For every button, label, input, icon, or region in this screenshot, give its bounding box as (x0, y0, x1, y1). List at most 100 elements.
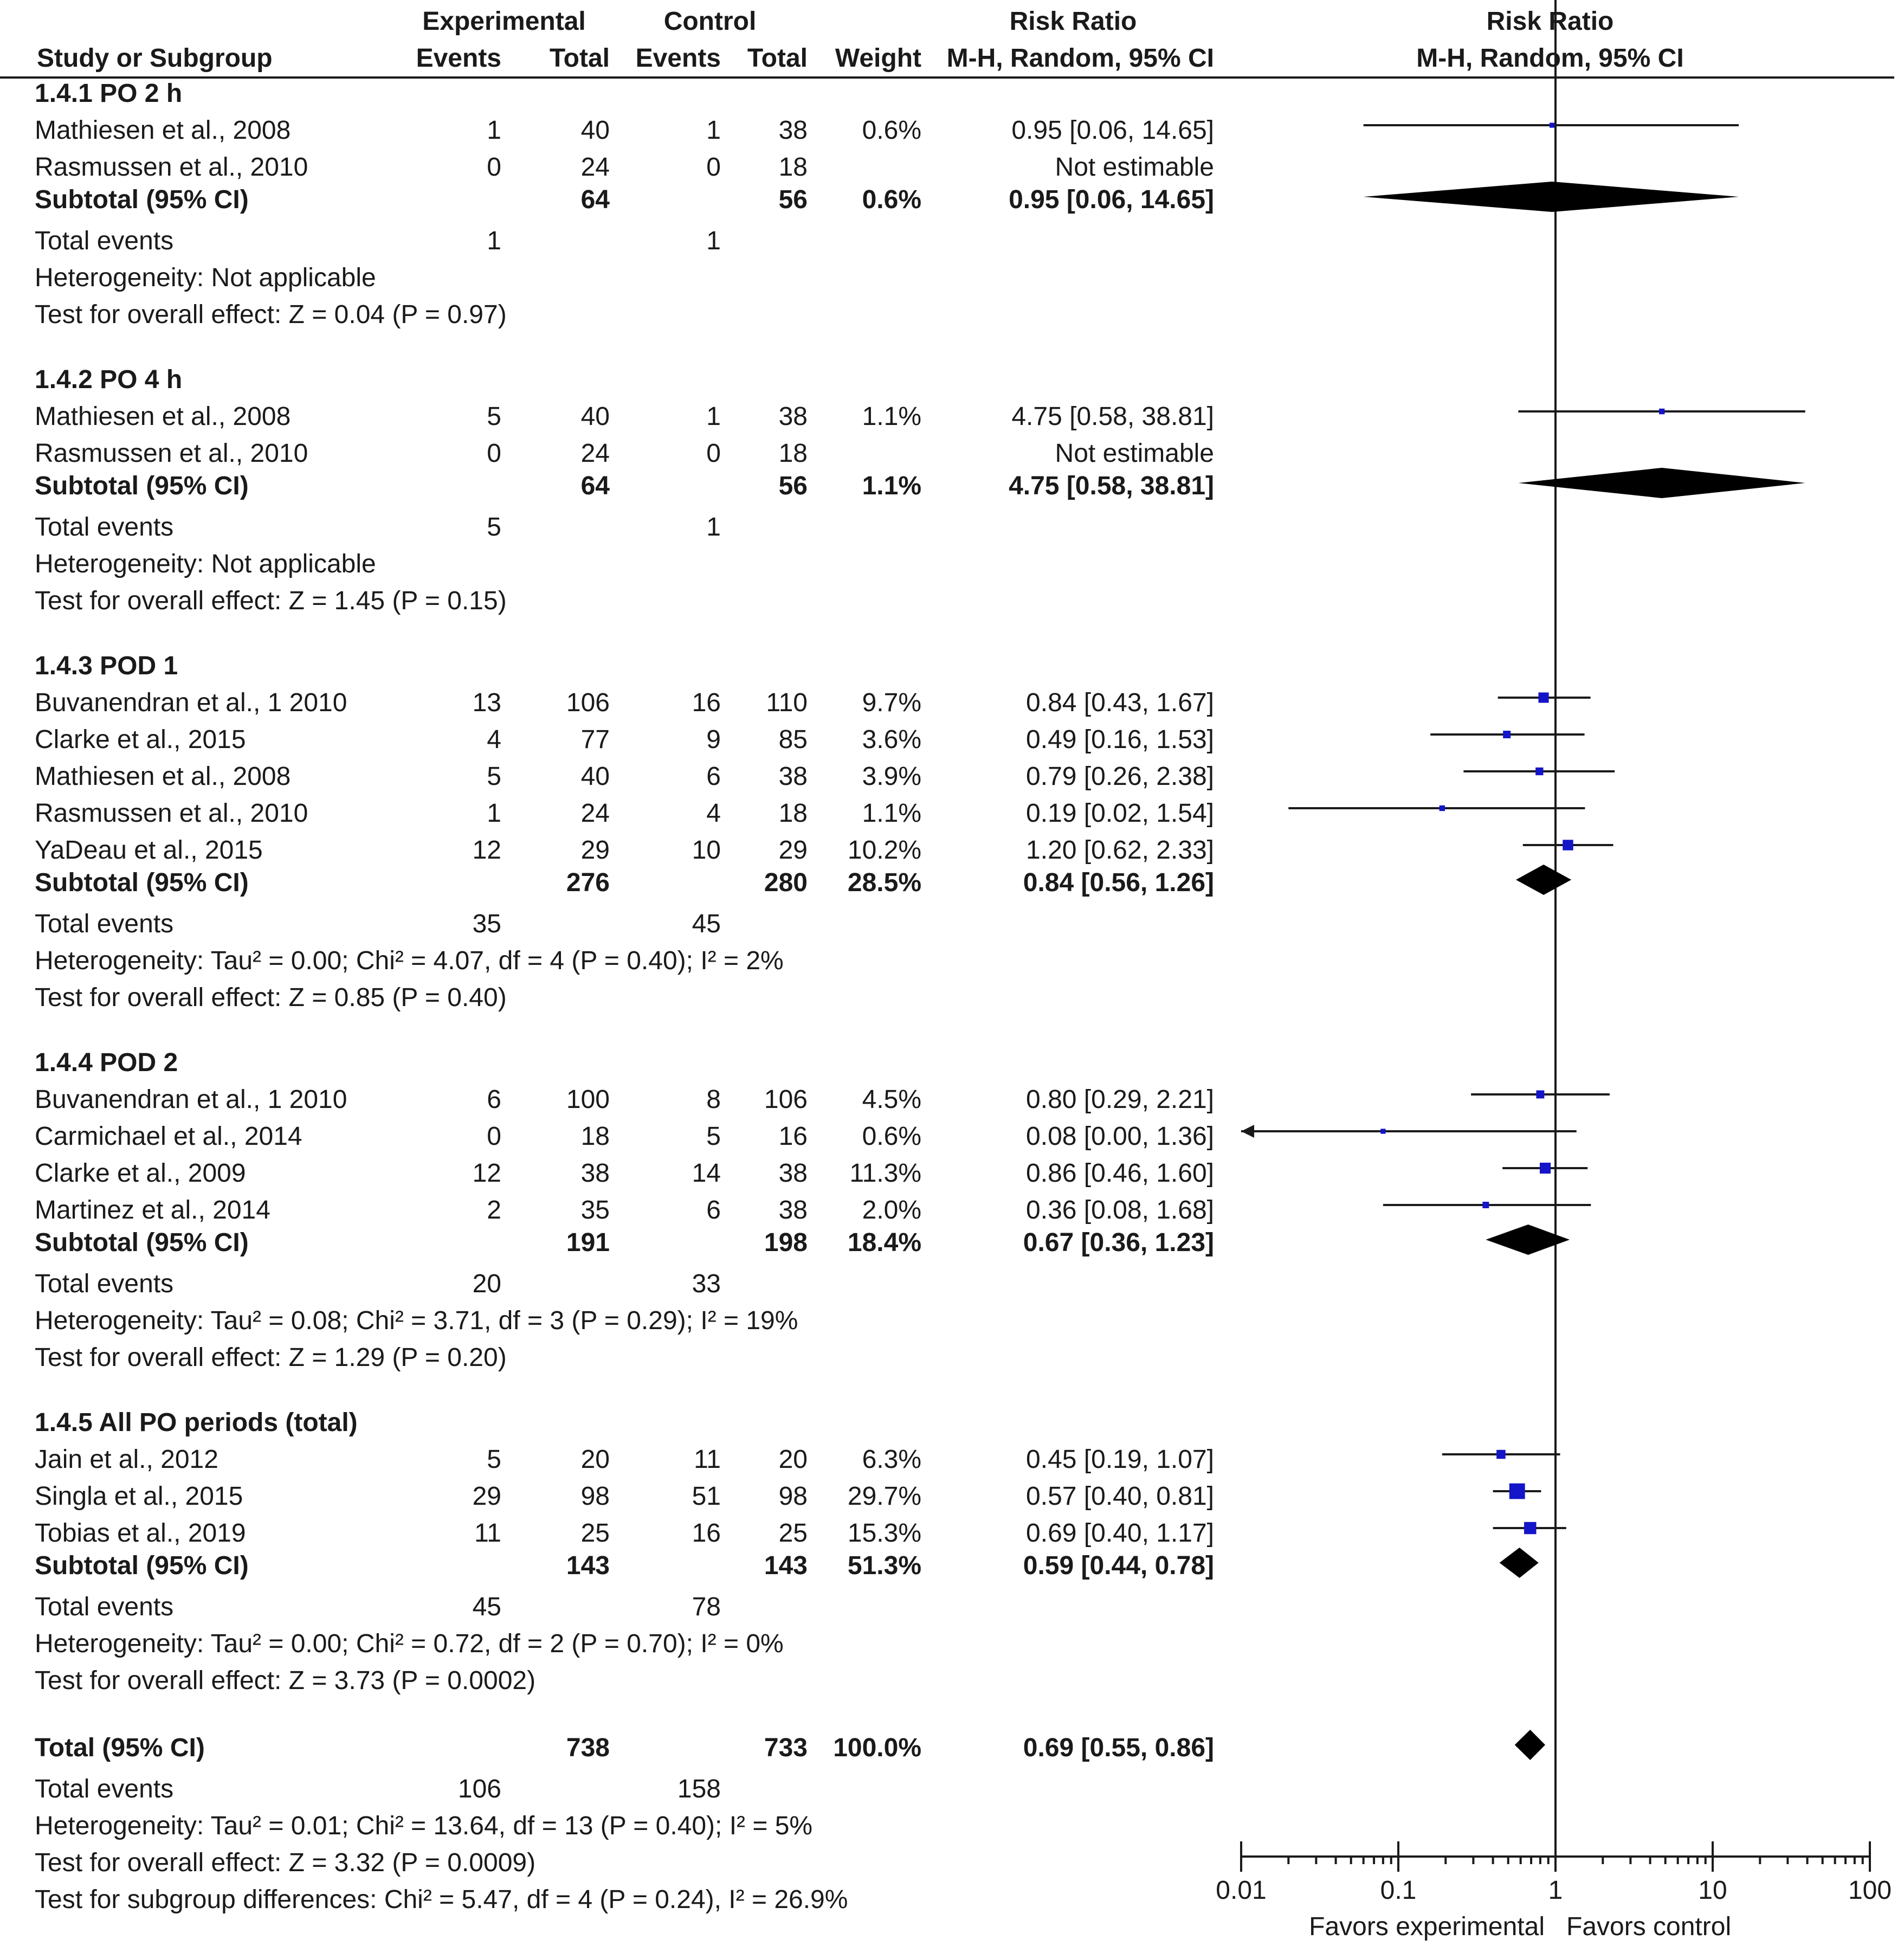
events-label: Total events (35, 227, 174, 255)
cell-ce: 4 (706, 799, 721, 828)
study-name: Martinez et al., 2014 (35, 1196, 270, 1225)
cell-et: 40 (580, 402, 610, 431)
cell-ci: 0.84 [0.56, 1.26] (1023, 868, 1214, 897)
subtotal-label: Subtotal (95% CI) (35, 1551, 249, 1580)
study-marker (1563, 840, 1573, 850)
cell-ee: 0 (487, 1122, 501, 1151)
cell-ci: 0.57 [0.40, 0.81] (1026, 1482, 1214, 1511)
control-header: Control (663, 7, 757, 36)
cell-w: 0.6% (862, 1122, 921, 1151)
cell-et: 38 (580, 1159, 610, 1188)
cell-w: 9.7% (862, 688, 921, 717)
subgroup-title: 1.4.1 PO 2 h (35, 79, 183, 108)
ci-arrow (1241, 1125, 1254, 1138)
method-header: M-H, Random, 95% CI (946, 44, 1214, 73)
cell-ci: 0.45 [0.19, 1.07] (1026, 1445, 1214, 1474)
study-name: Singla et al., 2015 (35, 1482, 243, 1511)
cell-w: 1.1% (862, 472, 921, 500)
cell-ee: 5 (487, 402, 501, 431)
study-header: Study or Subgroup (37, 44, 273, 73)
cell-et: 40 (580, 762, 610, 791)
cell-ci: 0.08 [0.00, 1.36] (1026, 1122, 1214, 1151)
cell-ce: 1 (706, 227, 721, 255)
events-label: Total events (35, 513, 174, 542)
study-marker (1439, 805, 1445, 811)
text-label: Test for overall effect: Z = 1.45 (P = 0… (35, 587, 507, 615)
cell-ce: 0 (706, 153, 721, 182)
rr-header: Risk Ratio (1009, 7, 1137, 36)
cell-et: 77 (580, 725, 610, 754)
text-label: Test for overall effect: Z = 3.73 (P = 0… (35, 1666, 536, 1695)
study-marker (1482, 1202, 1489, 1208)
cell-ct: 16 (778, 1122, 808, 1151)
tick-label: 0.1 (1380, 1876, 1417, 1905)
text-label: Heterogeneity: Tau² = 0.01; Chi² = 13.64… (35, 1812, 813, 1840)
cell-ee: 11 (474, 1519, 501, 1548)
cell-ci: Not estimable (1055, 439, 1214, 468)
cell-et: 35 (580, 1196, 610, 1225)
cell-ee: 5 (487, 513, 501, 542)
cell-ce: 1 (706, 402, 721, 431)
cell-ce: 10 (692, 836, 721, 865)
cell-ee: 35 (472, 910, 501, 938)
cell-et: 24 (580, 153, 610, 182)
events-label: Total events (35, 910, 174, 938)
cell-ct: 733 (764, 1734, 808, 1762)
cell-ct: 98 (778, 1482, 808, 1511)
cell-et: 276 (566, 868, 610, 897)
header-divider (0, 76, 1894, 79)
text-label: Test for subgroup differences: Chi² = 5.… (35, 1885, 848, 1914)
cell-ee: 1 (487, 116, 501, 145)
cell-ee: 6 (487, 1085, 501, 1114)
cell-et: 25 (580, 1519, 610, 1548)
experimental-header: Experimental (422, 7, 586, 36)
cell-et: 191 (566, 1228, 610, 1257)
study-marker (1503, 731, 1511, 738)
cell-w: 100.0% (833, 1734, 921, 1762)
cell-ci: 0.59 [0.44, 0.78] (1023, 1551, 1214, 1580)
cell-ci: 0.95 [0.06, 14.65] (1011, 116, 1214, 145)
cell-et: 24 (580, 439, 610, 468)
plot-method-header: M-H, Random, 95% CI (1416, 44, 1684, 73)
subgroup-title: 1.4.3 POD 1 (35, 652, 178, 680)
events-label: Total events (35, 1270, 174, 1298)
cell-ci: Not estimable (1055, 153, 1214, 182)
cell-ce: 0 (706, 439, 721, 468)
subtotal-label: Subtotal (95% CI) (35, 868, 249, 897)
study-name: Carmichael et al., 2014 (35, 1122, 302, 1151)
cell-ce: 1 (706, 116, 721, 145)
cell-w: 29.7% (847, 1482, 921, 1511)
cell-w: 4.5% (862, 1085, 921, 1114)
cell-et: 18 (580, 1122, 610, 1151)
cell-et: 106 (566, 688, 610, 717)
cell-ee: 2 (487, 1196, 501, 1225)
cell-et: 29 (580, 836, 610, 865)
tick-label: 0.01 (1216, 1876, 1266, 1905)
study-marker (1524, 1522, 1537, 1535)
cell-ct: 280 (764, 868, 808, 897)
cell-w: 6.3% (862, 1445, 921, 1474)
study-name: Clarke et al., 2015 (35, 725, 246, 754)
cell-ce: 16 (692, 688, 721, 717)
cell-ct: 56 (778, 472, 808, 500)
study-name: Rasmussen et al., 2010 (35, 799, 308, 828)
cell-ct: 38 (778, 402, 808, 431)
study-name: Tobias et al., 2019 (35, 1519, 246, 1548)
study-name: Jain et al., 2012 (35, 1445, 218, 1474)
study-marker (1536, 1090, 1545, 1099)
cell-w: 28.5% (847, 868, 921, 897)
cell-ci: 0.95 [0.06, 14.65] (1009, 185, 1214, 214)
cell-ce: 8 (706, 1085, 721, 1114)
subgroup-title: 1.4.5 All PO periods (total) (35, 1408, 358, 1437)
cell-ci: 0.84 [0.43, 1.67] (1026, 688, 1214, 717)
cell-ct: 38 (778, 1159, 808, 1188)
cell-ci: 0.49 [0.16, 1.53] (1026, 725, 1214, 754)
cell-ee: 12 (472, 1159, 501, 1188)
exp-events-header: Events (416, 44, 501, 73)
subtotal-label: Subtotal (95% CI) (35, 1228, 249, 1257)
cell-ce: 78 (692, 1593, 721, 1621)
cell-ci: 4.75 [0.58, 38.81] (1011, 402, 1214, 431)
cell-et: 98 (580, 1482, 610, 1511)
favors-experimental-label: Favors experimental (1309, 1912, 1545, 1941)
study-name: YaDeau et al., 2015 (35, 836, 263, 865)
